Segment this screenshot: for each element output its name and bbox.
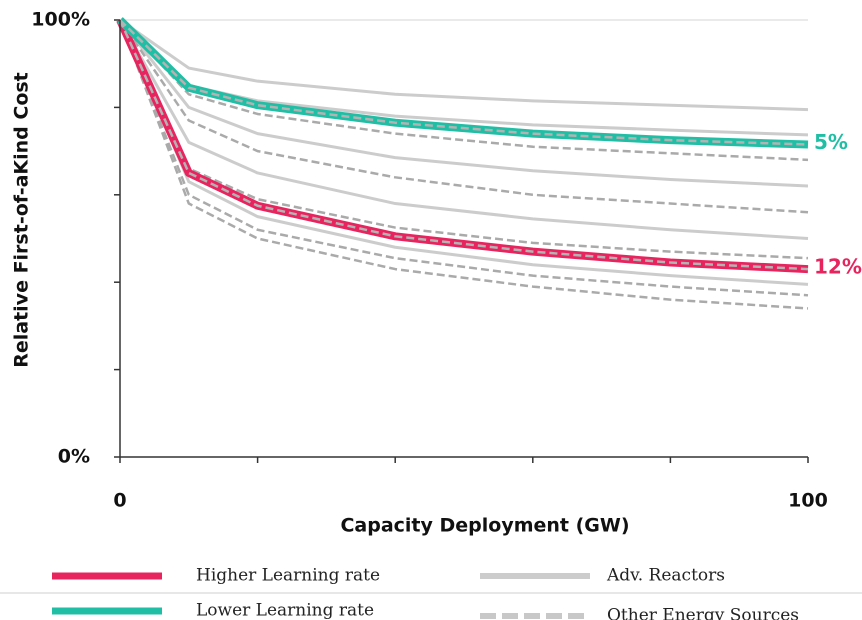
dashed-line bbox=[118, 19, 809, 297]
line bbox=[118, 19, 809, 240]
line bbox=[118, 19, 809, 188]
legend-label: Lower Learning rate bbox=[196, 601, 374, 620]
dashed-line bbox=[118, 19, 809, 271]
line bbox=[118, 18, 809, 137]
y-tick-label: 0% bbox=[58, 446, 90, 468]
x-tick-label: 0 bbox=[113, 490, 126, 512]
dashed-line bbox=[119, 19, 809, 146]
x-axis-title: Capacity Deployment (GW) bbox=[340, 515, 629, 537]
dashed-line bbox=[118, 19, 809, 214]
line bbox=[117, 17, 809, 149]
legend-label: Adv. Reactors bbox=[606, 566, 725, 586]
y-axis-title: Relative First-of-aKind Cost bbox=[11, 72, 33, 368]
end-label: 5% bbox=[814, 130, 848, 154]
line bbox=[119, 18, 809, 112]
x-tick-label: 100 bbox=[788, 490, 828, 512]
legend-label: Other Energy Sources bbox=[607, 606, 799, 620]
end-label: 12% bbox=[814, 255, 862, 279]
dashed-line bbox=[119, 19, 809, 162]
dashed-line bbox=[118, 19, 809, 310]
line bbox=[118, 19, 809, 286]
legend-label: Higher Learning rate bbox=[196, 566, 380, 586]
y-tick-label: 100% bbox=[31, 9, 90, 31]
